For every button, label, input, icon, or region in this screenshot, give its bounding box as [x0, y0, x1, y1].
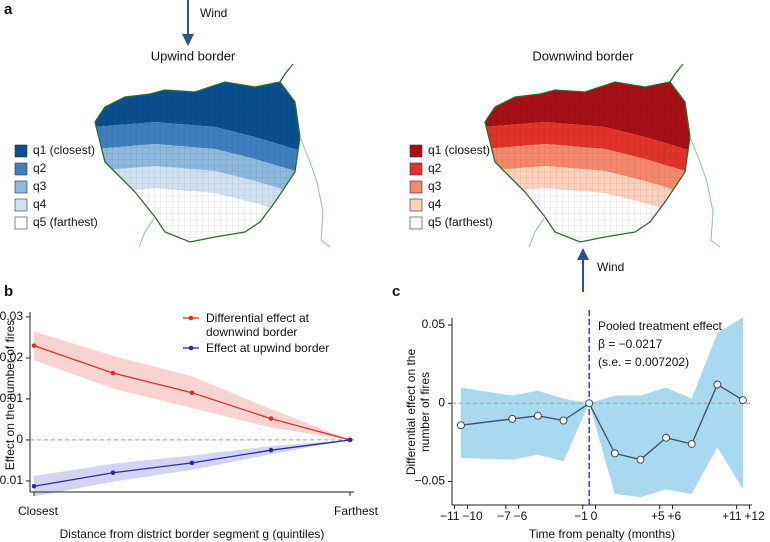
annotation: β = −0.0217 [598, 337, 663, 351]
point [268, 447, 274, 453]
legend-label: q3 [33, 179, 47, 193]
x-tick-label: −6 [514, 509, 528, 523]
annotation: (s.e. = 0.007202) [598, 355, 689, 369]
confidence-band [34, 331, 350, 440]
x-axis-title: Time from penalty (months) [529, 527, 675, 541]
point [508, 414, 517, 423]
y-axis-title: Differential effect on the number of fir… [404, 348, 432, 475]
point [662, 433, 671, 442]
y-tick-label: −0.05 [415, 474, 446, 488]
map-title: Downwind border [532, 48, 634, 63]
x-tick-label: Farthest [334, 504, 379, 518]
point [585, 399, 594, 408]
legend-label: q2 [33, 161, 47, 175]
point [739, 396, 748, 405]
point [110, 470, 116, 476]
panel-label: a [4, 1, 13, 18]
point [110, 370, 116, 376]
wind-label: Wind [597, 260, 624, 274]
x-tick-label: −10 [462, 509, 483, 523]
annotation: Pooled treatment effect [598, 319, 723, 333]
point [31, 343, 37, 348]
wind-label: Wind [200, 6, 227, 20]
map [484, 63, 721, 248]
map-legend: q1 (closest) q2 q3 q4 q5 (farthest) [409, 143, 493, 230]
point [610, 449, 619, 458]
wind-arrow-head [182, 34, 194, 46]
x-tick-label: +5 [651, 509, 665, 523]
point [347, 437, 353, 443]
confidence-band [34, 439, 350, 497]
y-axis-title: Effect on the number of fires [3, 319, 17, 471]
x-tick-label: +11 [722, 509, 742, 523]
legend-label: q1 (closest) [428, 143, 490, 157]
y-tick-label: 0.01 [0, 391, 23, 405]
legend-label: Differential effect at downwind border [206, 311, 309, 339]
y-tick-label: 0 [16, 432, 23, 446]
y-tick-label: 0.02 [0, 350, 23, 364]
legend-label: q4 [33, 197, 47, 211]
panel-label: b [4, 283, 13, 300]
x-axis-title: Distance from district border segment g … [60, 527, 325, 541]
legend-label: q2 [428, 161, 442, 175]
wind-arrow-head [577, 248, 589, 260]
y-tick-label: 0.03 [0, 309, 23, 323]
x-tick-label: −7 [497, 509, 511, 523]
legend-label: q1 (closest) [33, 143, 95, 157]
point [189, 390, 195, 396]
legend-label: q4 [428, 197, 442, 211]
panel-label: c [392, 283, 400, 300]
legend-label: q3 [428, 179, 442, 193]
point [533, 411, 542, 420]
map-title: Upwind border [151, 48, 236, 63]
confidence-band [460, 317, 744, 498]
legend-label: Effect at upwind border [206, 341, 330, 355]
map-legend: q1 (closest) q2 q3 q4 q5 (farthest) [14, 143, 98, 230]
point [456, 421, 465, 430]
y-tick-label: −0.01 [0, 473, 23, 487]
x-tick-label: −11 [440, 509, 460, 523]
legend-label: q5 (farthest) [33, 215, 98, 229]
point [636, 455, 645, 464]
x-tick-label: +6 [668, 509, 682, 523]
legend-marker [188, 345, 194, 351]
point [189, 460, 195, 466]
y-tick-label: 0.05 [422, 317, 446, 331]
x-tick-label: 0 [591, 509, 598, 523]
point [559, 416, 568, 425]
point [713, 380, 722, 389]
map [94, 63, 331, 248]
legend-marker [188, 315, 194, 321]
point [31, 483, 37, 489]
y-tick-label: 0 [438, 395, 445, 409]
x-tick-label: −1 [574, 509, 588, 523]
point [687, 439, 696, 448]
x-tick-label: Closest [18, 504, 59, 518]
x-tick-label: +12 [744, 509, 765, 523]
legend-label: q5 (farthest) [428, 215, 493, 229]
point [268, 416, 274, 421]
